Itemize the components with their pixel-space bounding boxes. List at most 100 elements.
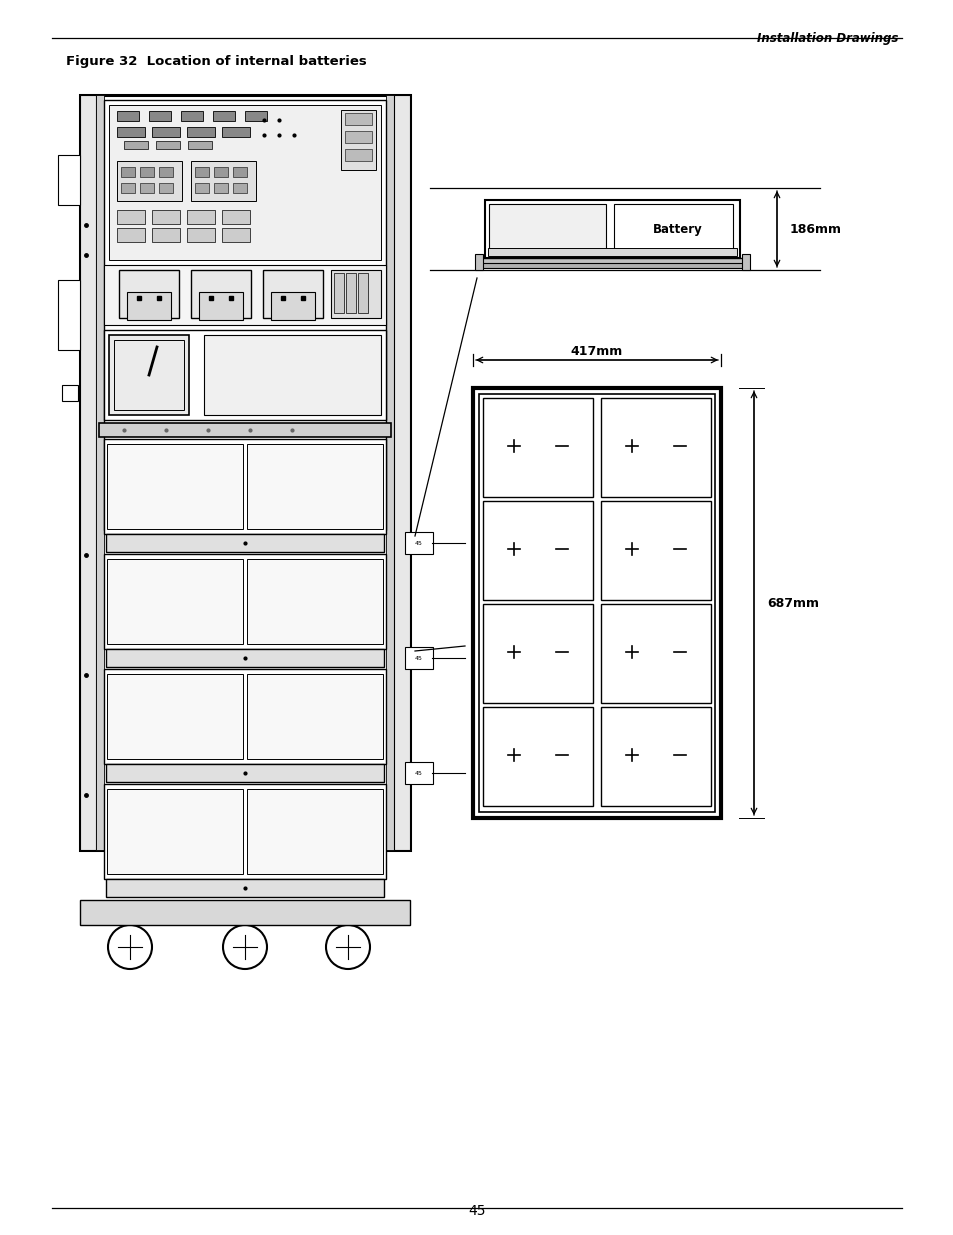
Bar bbox=[478, 394, 714, 811]
Bar bbox=[479, 258, 744, 266]
Bar bbox=[106, 764, 384, 782]
Ellipse shape bbox=[252, 884, 306, 892]
Bar bbox=[340, 110, 375, 170]
Bar bbox=[194, 167, 209, 177]
Bar bbox=[121, 183, 135, 193]
Bar bbox=[117, 228, 145, 242]
Text: Battery: Battery bbox=[653, 222, 702, 236]
Bar bbox=[107, 445, 243, 529]
Bar bbox=[614, 204, 732, 254]
Bar bbox=[222, 210, 250, 224]
Bar bbox=[117, 111, 139, 121]
Bar bbox=[222, 228, 250, 242]
Bar bbox=[346, 273, 355, 312]
Bar bbox=[600, 604, 710, 703]
Bar bbox=[121, 167, 135, 177]
Bar bbox=[247, 559, 382, 643]
Bar bbox=[188, 141, 212, 149]
Bar bbox=[187, 210, 214, 224]
Bar bbox=[156, 141, 180, 149]
Bar bbox=[405, 762, 433, 784]
Bar bbox=[62, 385, 78, 401]
Ellipse shape bbox=[252, 655, 306, 662]
Bar bbox=[213, 167, 228, 177]
Bar bbox=[213, 183, 228, 193]
Ellipse shape bbox=[653, 249, 698, 254]
Bar bbox=[476, 263, 747, 268]
Bar bbox=[247, 445, 382, 529]
Bar bbox=[117, 127, 145, 137]
Ellipse shape bbox=[132, 884, 186, 892]
Bar bbox=[140, 183, 153, 193]
Bar bbox=[345, 131, 372, 143]
Bar bbox=[334, 273, 344, 312]
Bar bbox=[233, 183, 247, 193]
Bar bbox=[331, 270, 380, 317]
Ellipse shape bbox=[252, 538, 306, 547]
Bar bbox=[213, 111, 234, 121]
Bar bbox=[104, 438, 386, 534]
Bar bbox=[106, 534, 384, 552]
Text: 45: 45 bbox=[415, 541, 422, 546]
Bar bbox=[99, 424, 391, 437]
Bar bbox=[263, 270, 323, 317]
Ellipse shape bbox=[132, 655, 186, 662]
Bar bbox=[127, 291, 171, 320]
Bar bbox=[124, 141, 148, 149]
Bar bbox=[119, 270, 179, 317]
Bar bbox=[233, 167, 247, 177]
Bar bbox=[104, 784, 386, 879]
Ellipse shape bbox=[252, 769, 306, 777]
Bar bbox=[107, 674, 243, 760]
Bar bbox=[109, 105, 380, 261]
Bar bbox=[181, 111, 203, 121]
Bar bbox=[104, 555, 386, 650]
Bar bbox=[104, 266, 386, 325]
Bar bbox=[159, 167, 172, 177]
Bar bbox=[245, 111, 267, 121]
Bar bbox=[117, 161, 182, 201]
Bar bbox=[199, 291, 243, 320]
Bar bbox=[482, 501, 593, 600]
Bar bbox=[394, 95, 410, 850]
Bar bbox=[194, 183, 209, 193]
Bar bbox=[152, 210, 180, 224]
Bar bbox=[473, 388, 720, 818]
Bar bbox=[475, 254, 482, 270]
Bar bbox=[80, 900, 410, 925]
Bar bbox=[247, 789, 382, 874]
Bar bbox=[600, 501, 710, 600]
Bar bbox=[96, 95, 104, 850]
Bar bbox=[271, 291, 314, 320]
Bar bbox=[741, 254, 749, 270]
Bar bbox=[187, 228, 214, 242]
Text: 687mm: 687mm bbox=[766, 597, 818, 610]
Bar bbox=[58, 280, 80, 350]
Text: 45: 45 bbox=[415, 656, 422, 661]
Bar bbox=[191, 270, 251, 317]
Bar bbox=[345, 112, 372, 125]
Bar bbox=[357, 273, 368, 312]
Bar bbox=[106, 879, 384, 897]
Bar bbox=[405, 647, 433, 669]
Bar bbox=[600, 398, 710, 496]
Bar bbox=[191, 161, 255, 201]
Bar bbox=[104, 100, 386, 530]
Text: 45: 45 bbox=[468, 1204, 485, 1218]
Bar bbox=[247, 674, 382, 760]
Ellipse shape bbox=[132, 538, 186, 547]
Bar bbox=[484, 200, 740, 258]
Bar bbox=[149, 111, 171, 121]
Bar bbox=[109, 335, 189, 415]
Text: Figure 32  Location of internal batteries: Figure 32 Location of internal batteries bbox=[66, 56, 366, 68]
Bar bbox=[104, 669, 386, 764]
Bar bbox=[107, 789, 243, 874]
Bar bbox=[204, 335, 380, 415]
Bar bbox=[58, 156, 80, 205]
Bar bbox=[113, 340, 184, 410]
Bar bbox=[187, 127, 214, 137]
Ellipse shape bbox=[525, 249, 570, 254]
Bar bbox=[140, 167, 153, 177]
Ellipse shape bbox=[132, 769, 186, 777]
Bar bbox=[152, 228, 180, 242]
